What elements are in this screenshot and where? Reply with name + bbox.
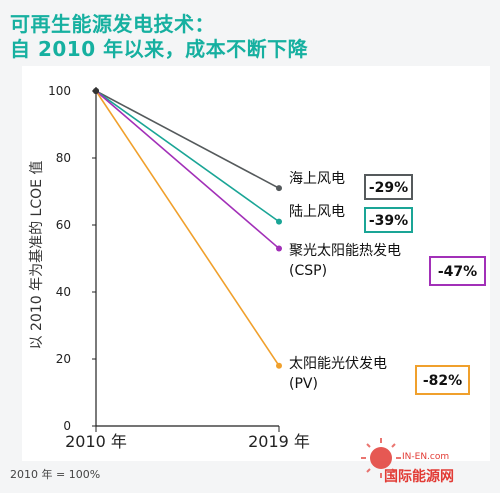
- series-name-label: 陆上风电: [289, 204, 345, 220]
- change-badge-box: [364, 207, 413, 233]
- series-line: [95, 90, 280, 367]
- change-badge-box: [429, 256, 486, 286]
- series-name-label: 海上风电: [289, 171, 345, 187]
- y-axis-label: 以 2010 年为基准的 LCOE 值: [28, 161, 45, 350]
- series-labels: 海上风电 -29% 陆上风电 -39% 聚光太阳能热发电 (CSP) -47% 太阳能光伏发电…: [289, 171, 486, 395]
- y-tick-label: 0: [63, 419, 71, 433]
- watermark-logo: [361, 438, 401, 478]
- change-badge-box: [415, 365, 470, 395]
- y-tick-label: 60: [56, 218, 71, 232]
- data-point: [276, 185, 282, 192]
- series-line: [95, 90, 280, 223]
- series-name-label: 太阳能光伏发电: [289, 356, 387, 372]
- series-name-label: (CSP): [289, 263, 327, 279]
- series-lines: [93, 88, 282, 369]
- data-point: [276, 362, 282, 369]
- chart-title-line-1: 可再生能源发电技术：: [10, 12, 215, 36]
- x-tick-label: 2010 年: [65, 432, 127, 451]
- watermark-url: IN-EN.com: [402, 452, 450, 462]
- data-point: [93, 88, 99, 94]
- watermark-name: 国际能源网: [384, 469, 454, 485]
- plot-background: [22, 66, 490, 461]
- y-tick-label: 100: [48, 84, 71, 98]
- change-badge-value: -47%: [438, 264, 477, 280]
- series-name-label: 聚光太阳能热发电: [289, 243, 401, 259]
- footnote: 2010 年 = 100%: [10, 468, 101, 481]
- y-tick-label: 80: [56, 151, 71, 165]
- data-point: [276, 218, 282, 225]
- chart-title-line-2: 自 2010 年以来，成本不断下降: [10, 37, 309, 61]
- series-line: [95, 90, 280, 250]
- axes: 0 20 40 60 80 100 2010 年 2019 年: [48, 84, 310, 451]
- y-tick-label: 40: [56, 285, 71, 299]
- x-tick-label: 2019 年: [248, 432, 310, 451]
- change-badge-value: -39%: [369, 213, 408, 229]
- change-badge-box: [364, 174, 413, 200]
- series-name-label: (PV): [289, 376, 318, 392]
- y-tick-label: 20: [56, 352, 71, 366]
- change-badge-value: -82%: [423, 373, 462, 389]
- change-badge-value: -29%: [369, 180, 408, 196]
- data-point: [276, 245, 282, 252]
- series-line: [95, 90, 280, 189]
